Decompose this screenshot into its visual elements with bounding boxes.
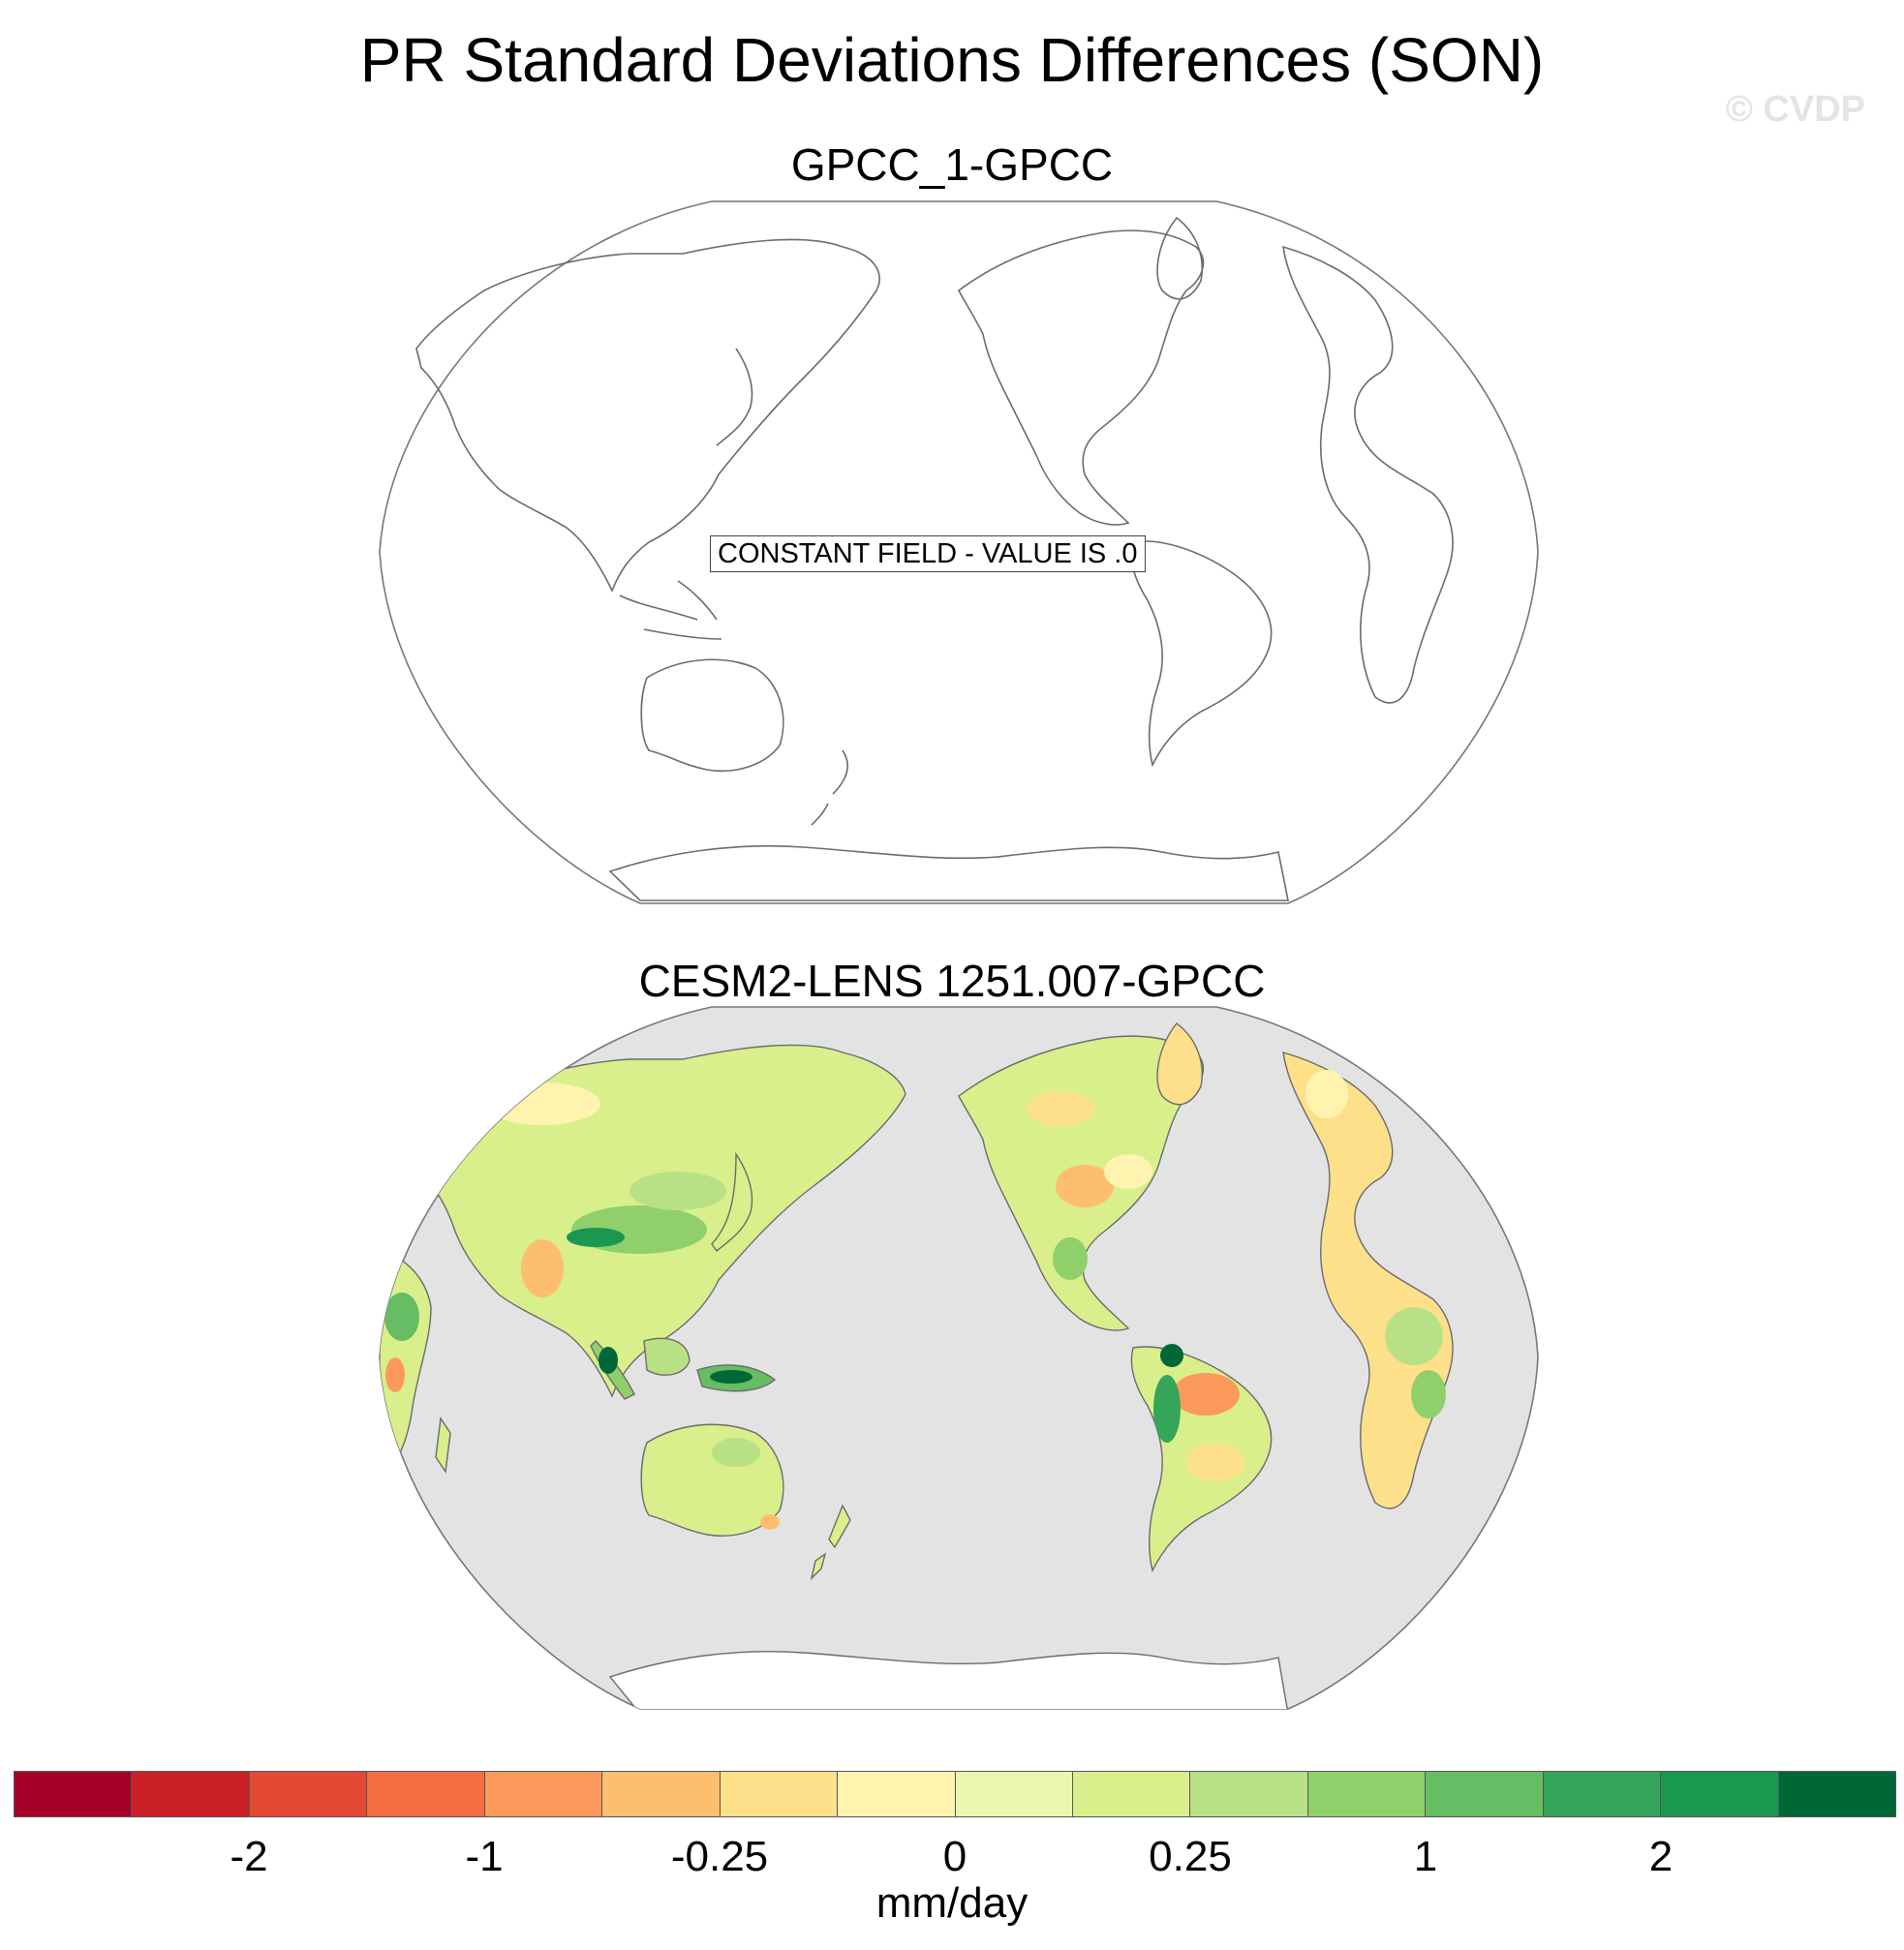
colorbar-segment xyxy=(1190,1772,1308,1816)
colorbar-segment xyxy=(1778,1772,1895,1816)
region-canada-yellow xyxy=(1027,1091,1094,1126)
coast-japan xyxy=(716,348,753,446)
region-central-africa-green xyxy=(1385,1307,1443,1365)
region-sumatra-dark xyxy=(599,1347,618,1374)
colorbar-tick-label: 0 xyxy=(942,1833,967,1880)
colorbar-tick-label: 0.25 xyxy=(1149,1833,1232,1880)
coast-antarctica xyxy=(608,844,1289,901)
region-east-africa-green xyxy=(1411,1370,1446,1418)
region-himalaya-dark xyxy=(567,1228,625,1247)
panel-2-title: CESM2-LENS 1251.007-GPCC xyxy=(638,956,1266,1006)
region-us-central-orange xyxy=(1056,1165,1114,1207)
panel-1-coastlines xyxy=(379,200,1539,904)
colorbar xyxy=(14,1771,1896,1817)
region-colombia-dark xyxy=(1160,1344,1183,1367)
panel-1-title: GPCC_1-GPCC xyxy=(790,139,1114,190)
constant-field-label: CONSTANT FIELD - VALUE IS .0 xyxy=(710,535,1146,572)
colorbar-segment xyxy=(1307,1772,1427,1816)
land-europe-africa xyxy=(1282,1051,1454,1509)
land-new-zealand xyxy=(810,1504,851,1581)
land-greenland xyxy=(1156,1022,1203,1106)
coast-south-america xyxy=(1130,540,1273,768)
region-us-east-yellow xyxy=(1104,1154,1152,1189)
region-amazon-orange xyxy=(1172,1373,1240,1416)
coast-north-america xyxy=(957,229,1205,526)
land-borneo xyxy=(643,1337,691,1376)
colorbar-segment xyxy=(1543,1772,1662,1816)
coast-sea-asia xyxy=(619,580,722,640)
figure-title: PR Standard Deviations Differences (SON) xyxy=(359,25,1545,95)
region-australia-green xyxy=(712,1438,760,1467)
map-panel-2 xyxy=(379,1006,1539,1710)
coast-australia xyxy=(640,658,784,773)
colorbar-segment xyxy=(249,1772,368,1816)
region-australia-se-orange xyxy=(760,1514,780,1530)
region-china-green xyxy=(630,1172,726,1210)
colorbar-tick-label: 1 xyxy=(1413,1833,1438,1880)
coast-europe-africa xyxy=(1282,245,1454,704)
colorbar-segment xyxy=(15,1772,133,1816)
coast-greenland xyxy=(1156,216,1203,300)
colorbar-segment xyxy=(484,1772,603,1816)
colorbar-segment xyxy=(1072,1772,1191,1816)
land-japan xyxy=(711,1151,753,1253)
colorbar-segment xyxy=(367,1772,485,1816)
coast-new-zealand xyxy=(811,749,848,826)
colorbar-tick-label: -0.25 xyxy=(670,1833,769,1880)
colorbar-tick-label: -2 xyxy=(230,1833,268,1880)
colorbar-segment xyxy=(602,1772,721,1816)
land-antarctica xyxy=(608,1651,1289,1709)
land-madagascar xyxy=(435,1417,451,1474)
colorbar-segment xyxy=(838,1772,956,1816)
cvdp-watermark: © CVDP xyxy=(1725,89,1865,130)
region-scandinavia-yellow xyxy=(1305,1070,1348,1118)
colorbar-units: mm/day xyxy=(875,1879,1029,1927)
robinson-outline xyxy=(379,200,1539,904)
colorbar-segment xyxy=(955,1772,1073,1816)
colorbar-segment xyxy=(132,1772,250,1816)
region-west-africa-green xyxy=(384,1293,419,1341)
map-panel-1 xyxy=(379,200,1539,904)
region-mexico-green xyxy=(1053,1237,1088,1280)
coast-asia xyxy=(415,238,880,593)
region-brazil-south-yellow xyxy=(1186,1443,1244,1481)
region-india-orange xyxy=(521,1239,564,1297)
colorbar-tick-label: -1 xyxy=(465,1833,504,1880)
colorbar-segment xyxy=(1661,1772,1779,1816)
region-new-guinea-dark xyxy=(710,1370,752,1384)
colorbar-tick-label: 2 xyxy=(1648,1833,1674,1880)
colorbar-segment xyxy=(1426,1772,1544,1816)
region-andes-green xyxy=(1153,1375,1181,1443)
region-west-africa-orange xyxy=(385,1357,405,1392)
colorbar-segment xyxy=(720,1772,839,1816)
